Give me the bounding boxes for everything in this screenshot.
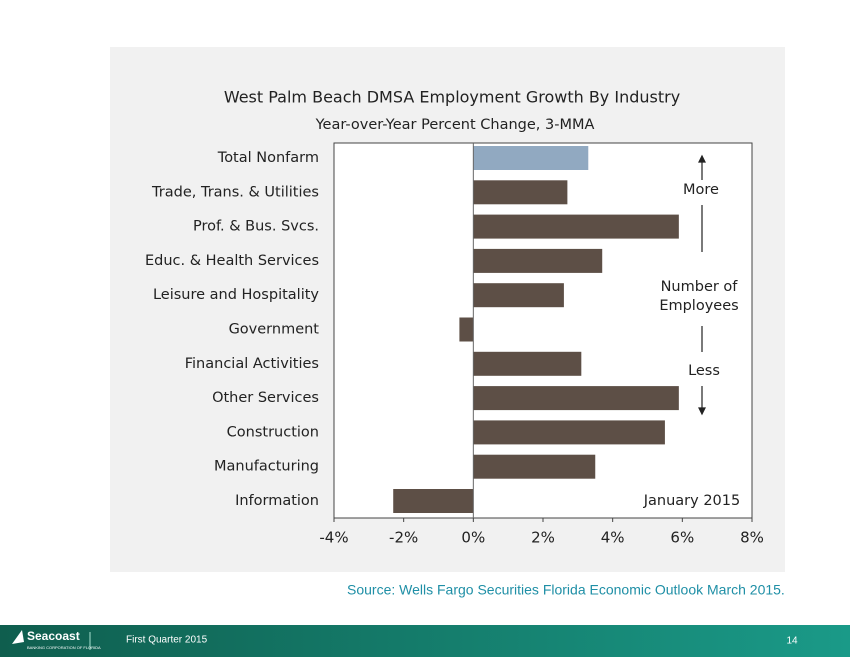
bar bbox=[473, 146, 589, 170]
annotation: More bbox=[683, 182, 719, 198]
x-tick-label: 6% bbox=[670, 529, 694, 547]
logo-icon bbox=[12, 630, 24, 644]
x-tick-label: 4% bbox=[601, 529, 625, 547]
bar bbox=[473, 454, 596, 479]
bar bbox=[473, 420, 665, 445]
footer-period: First Quarter 2015 bbox=[126, 635, 208, 646]
logo-subtext: BANKING CORPORATION OF FLORIDA bbox=[27, 645, 101, 650]
y-tick-label: Prof. & Bus. Svcs. bbox=[193, 219, 319, 235]
x-tick-label: -2% bbox=[389, 529, 418, 547]
annotation: Number of bbox=[661, 279, 739, 295]
annotation: January 2015 bbox=[643, 493, 740, 509]
y-tick-label: Construction bbox=[227, 424, 319, 440]
annotation-arrows bbox=[698, 154, 706, 416]
annotation: Employees bbox=[659, 298, 738, 314]
arrowhead bbox=[698, 407, 706, 416]
bar bbox=[473, 386, 679, 411]
bar bbox=[473, 351, 582, 376]
chart-title: West Palm Beach DMSA Employment Growth B… bbox=[224, 88, 680, 107]
page-number: 14 bbox=[786, 636, 798, 647]
y-tick-label: Government bbox=[229, 322, 320, 338]
bar bbox=[473, 214, 679, 239]
bar bbox=[473, 248, 603, 273]
logo-text: Seacoast bbox=[27, 629, 80, 643]
y-tick-label: Total Nonfarm bbox=[217, 150, 319, 166]
y-tick-label: Educ. & Health Services bbox=[145, 253, 319, 269]
y-tick-label: Leisure and Hospitality bbox=[153, 287, 319, 303]
x-tick-label: -4% bbox=[319, 529, 348, 547]
bar bbox=[473, 180, 568, 205]
x-tick-label: 2% bbox=[531, 529, 555, 547]
bar bbox=[473, 283, 564, 308]
y-tick-label: Manufacturing bbox=[214, 459, 319, 475]
source-note: Source: Wells Fargo Securities Florida E… bbox=[347, 582, 785, 598]
bar bbox=[459, 317, 474, 342]
y-tick-label: Financial Activities bbox=[185, 356, 319, 372]
footer-bar bbox=[0, 625, 850, 657]
arrowhead bbox=[698, 154, 706, 163]
y-tick-label: Other Services bbox=[212, 390, 319, 406]
y-tick-label: Information bbox=[235, 493, 319, 509]
x-tick-label: 0% bbox=[461, 529, 485, 547]
y-tick-label: Trade, Trans. & Utilities bbox=[151, 184, 319, 200]
x-tick-label: 8% bbox=[740, 529, 764, 547]
bar bbox=[393, 489, 474, 513]
annotation: Less bbox=[688, 363, 720, 379]
chart-subtitle: Year-over-Year Percent Change, 3-MMA bbox=[315, 117, 595, 133]
